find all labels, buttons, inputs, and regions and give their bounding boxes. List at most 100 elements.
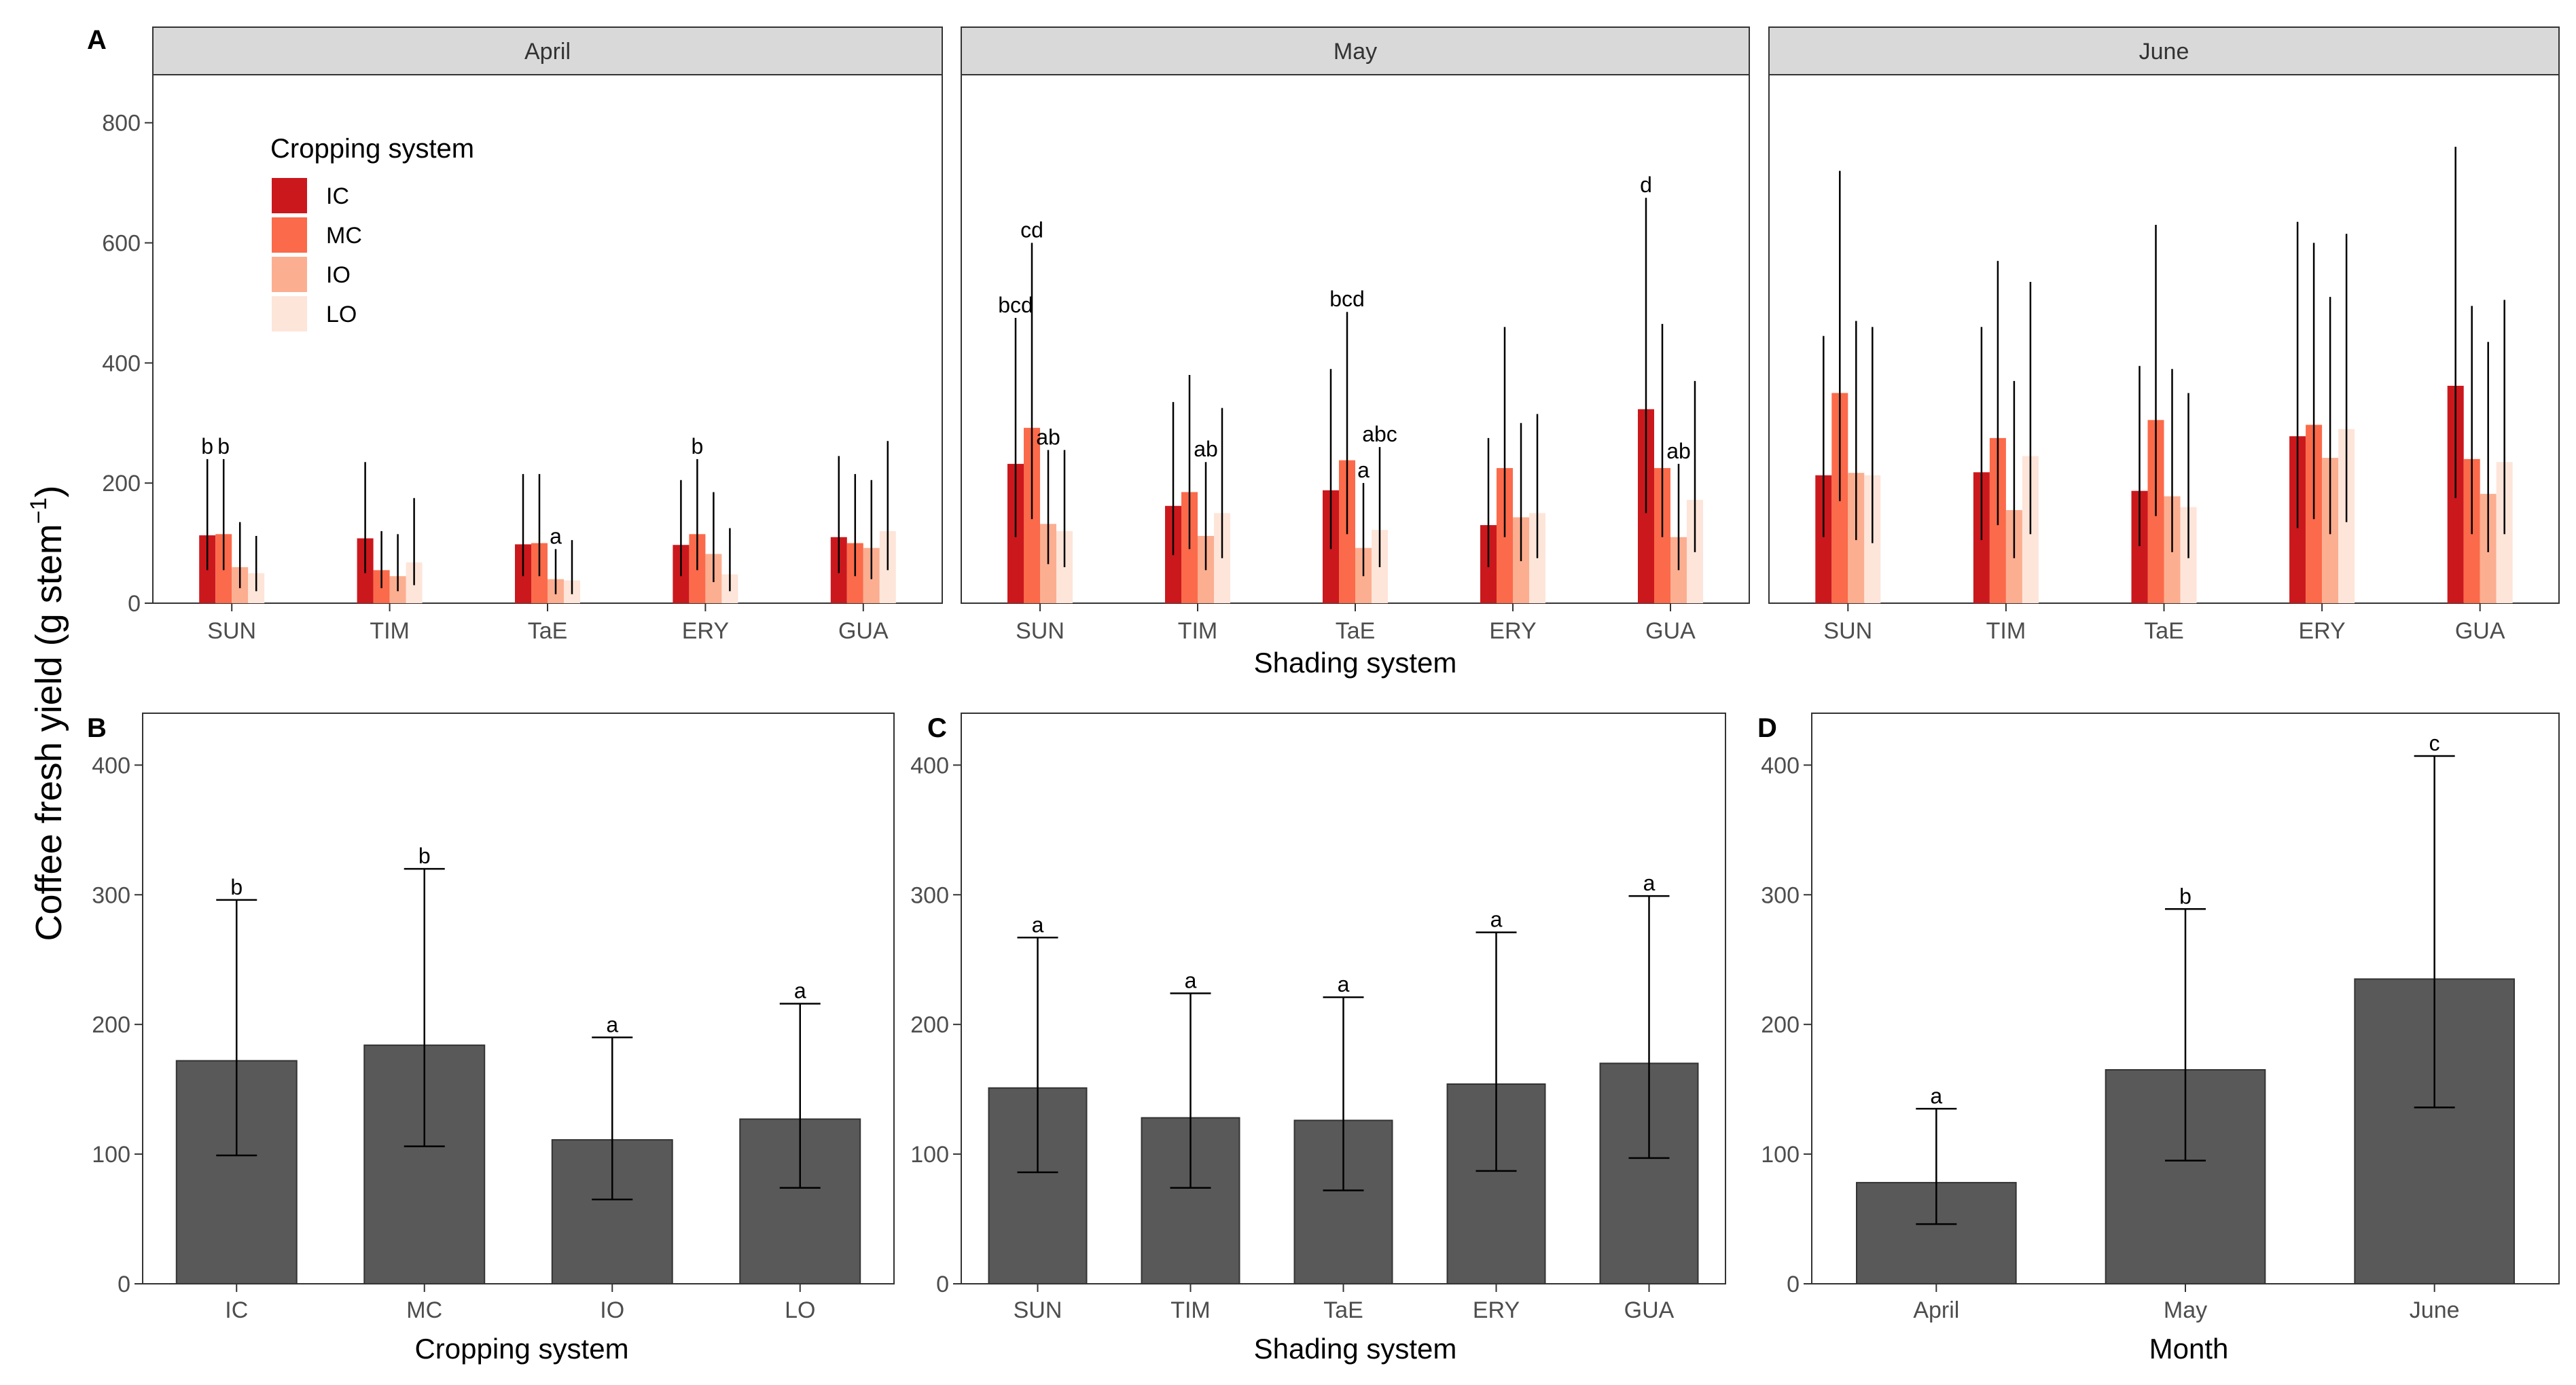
facet-strip-label: June (2139, 39, 2189, 65)
legend-swatch-mc (272, 217, 307, 253)
x-axis-title-b: Cropping system (414, 1333, 628, 1365)
facet-strip (1768, 26, 2560, 75)
x-tick-label: GUA (1624, 1297, 1675, 1323)
x-tick-label: TIM (1170, 1297, 1211, 1323)
x-axis-title-d: Month (2149, 1333, 2229, 1365)
facet-strip-label: April (524, 39, 571, 65)
x-tick-label: TaE (1323, 1297, 1363, 1323)
significance-letter: b (217, 434, 230, 458)
significance-letter: bcd (998, 293, 1033, 317)
panel-label-b: B (87, 713, 107, 743)
legend-label-io: IO (326, 262, 351, 288)
significance-letter: a (1490, 907, 1503, 932)
significance-letter: b (2179, 884, 2192, 908)
significance-letter: a (1643, 871, 1656, 895)
legend-label-mc: MC (326, 223, 362, 249)
significance-letter: a (794, 979, 806, 1003)
significance-letter: ab (1666, 439, 1691, 463)
significance-letter: d (1640, 173, 1652, 197)
y-tick-label: 0 (936, 1272, 949, 1297)
panel-d: D 0 100 200 300 400 April a May b June c Month (1757, 713, 2560, 1365)
x-tick-label: May (2164, 1297, 2207, 1323)
significance-letter: a (1185, 968, 1197, 992)
legend-swatch-io (272, 257, 307, 292)
y-tick-label: 300 (92, 882, 130, 908)
x-tick-label: TIM (1986, 618, 2026, 644)
y-tick-label: 100 (910, 1142, 949, 1168)
x-tick-label: SUN (1016, 618, 1065, 644)
x-tick-label: SUN (207, 618, 256, 644)
x-tick-label: IO (600, 1297, 624, 1323)
x-axis-title-c: Shading system (1254, 1333, 1457, 1365)
legend-title: Cropping system (270, 134, 474, 164)
legend-label-lo: LO (326, 302, 357, 327)
panel-label-d: D (1757, 713, 1777, 743)
y-tick-label: 400 (1761, 753, 1800, 778)
y-tick-label: 0 (118, 1272, 130, 1297)
x-tick-label: TIM (1178, 618, 1218, 644)
significance-letter: b (230, 875, 243, 899)
facet-strip (152, 26, 943, 75)
x-tick-label: GUA (838, 618, 889, 644)
significance-letter: a (550, 524, 562, 548)
y-tick-label: 400 (102, 350, 141, 376)
x-tick-label: SUN (1014, 1297, 1062, 1323)
y-tick-label: 400 (92, 753, 130, 778)
y-tick-label: 200 (102, 471, 141, 497)
x-tick-label: ERY (1489, 618, 1536, 644)
x-tick-label: SUN (1823, 618, 1872, 644)
legend-swatch-lo (272, 296, 307, 331)
y-tick-label: 100 (1761, 1142, 1800, 1168)
y-tick-label: 200 (1761, 1012, 1800, 1038)
facet-strip (961, 26, 1750, 75)
significance-letter: b (201, 434, 213, 458)
significance-letter: a (1338, 972, 1350, 996)
x-tick-label: TIM (370, 618, 410, 644)
legend-label-ic: IC (326, 183, 349, 209)
x-tick-label: MC (406, 1297, 442, 1323)
x-tick-label: TaE (2144, 618, 2184, 644)
legend: Cropping system IC MC IO LO (270, 134, 474, 331)
x-tick-label: GUA (2455, 618, 2505, 644)
x-tick-label: ERY (2298, 618, 2345, 644)
x-axis-title-a: Shading system (1254, 647, 1457, 679)
significance-letter: ab (1036, 425, 1060, 450)
y-tick-label: 200 (910, 1012, 949, 1038)
x-tick-label: LO (785, 1297, 815, 1323)
significance-letter: ab (1194, 437, 1218, 461)
facet-strip-label: May (1334, 39, 1377, 65)
y-tick-label: 100 (92, 1142, 130, 1168)
panel-label-a: A (87, 25, 107, 55)
significance-letter: c (2429, 731, 2440, 755)
y-tick-label: 400 (910, 753, 949, 778)
x-tick-label: April (1913, 1297, 1959, 1323)
significance-letter: a (1032, 912, 1044, 937)
y-tick-label: 0 (128, 591, 141, 617)
significance-letter: b (418, 844, 431, 868)
significance-letter: b (692, 434, 704, 458)
significance-letter: a (606, 1012, 618, 1037)
facet-june: June SUN TIM TaE ERY GUA (1768, 26, 2560, 644)
legend-swatch-ic (272, 178, 307, 213)
panel-b: B 0 100 200 300 400 IC b MC b IO a LO a Cropping syste… (87, 713, 895, 1365)
x-tick-label: ERY (1473, 1297, 1520, 1323)
significance-letter: a (1930, 1083, 1942, 1108)
significance-letter: a (1357, 458, 1370, 482)
significance-letter: abc (1362, 422, 1397, 446)
y-tick-label: 600 (102, 231, 141, 257)
panel-c: C 0 100 200 300 400 SUN a TIM a TaE a ERY a GUA a Shadin… (910, 713, 1726, 1365)
y-tick-label: 300 (1761, 882, 1800, 908)
y-tick-label: 800 (102, 111, 141, 137)
significance-letter: bcd (1329, 287, 1365, 311)
x-tick-label: June (2410, 1297, 2460, 1323)
significance-letter: cd (1020, 218, 1043, 242)
plot-border (142, 713, 895, 1284)
facet-may: May SUN bcd cd ab TIM ab TaE bcd a abc ERY GUA d ab (961, 26, 1750, 644)
x-tick-label: ERY (682, 618, 729, 644)
figure-text-layer: Coffee fresh yield (g stem−1) (26, 485, 69, 941)
y-tick-label: 200 (92, 1012, 130, 1038)
